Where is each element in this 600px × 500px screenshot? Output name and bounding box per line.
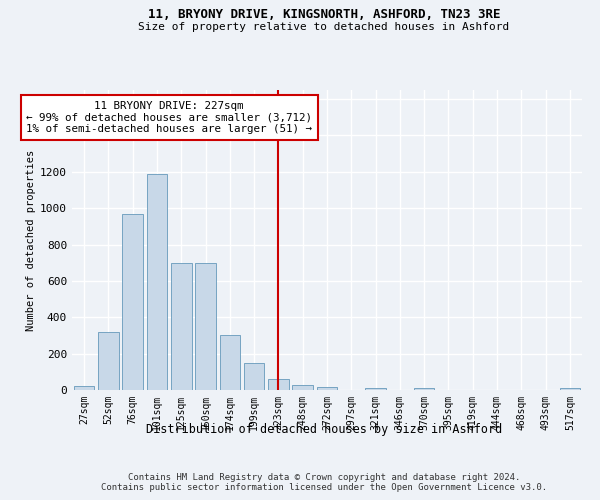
Text: Contains public sector information licensed under the Open Government Licence v3: Contains public sector information licen… [101, 484, 547, 492]
Bar [146, 174, 167, 390]
Bar [171, 262, 191, 390]
Bar [98, 332, 119, 390]
Bar [74, 386, 94, 390]
Bar [122, 214, 143, 390]
Text: Distribution of detached houses by size in Ashford: Distribution of detached houses by size … [146, 422, 502, 436]
Bar [560, 388, 580, 390]
Text: 11 BRYONY DRIVE: 227sqm
← 99% of detached houses are smaller (3,712)
1% of semi-: 11 BRYONY DRIVE: 227sqm ← 99% of detache… [26, 101, 312, 134]
Text: Size of property relative to detached houses in Ashford: Size of property relative to detached ho… [139, 22, 509, 32]
Bar [414, 388, 434, 390]
Bar [268, 379, 289, 390]
Y-axis label: Number of detached properties: Number of detached properties [26, 150, 36, 330]
Text: 11, BRYONY DRIVE, KINGSNORTH, ASHFORD, TN23 3RE: 11, BRYONY DRIVE, KINGSNORTH, ASHFORD, T… [148, 8, 500, 20]
Text: Contains HM Land Registry data © Crown copyright and database right 2024.: Contains HM Land Registry data © Crown c… [128, 472, 520, 482]
Bar [244, 362, 265, 390]
Bar [220, 334, 240, 390]
Bar [195, 262, 216, 390]
Bar [365, 388, 386, 390]
Bar [317, 388, 337, 390]
Bar [292, 386, 313, 390]
